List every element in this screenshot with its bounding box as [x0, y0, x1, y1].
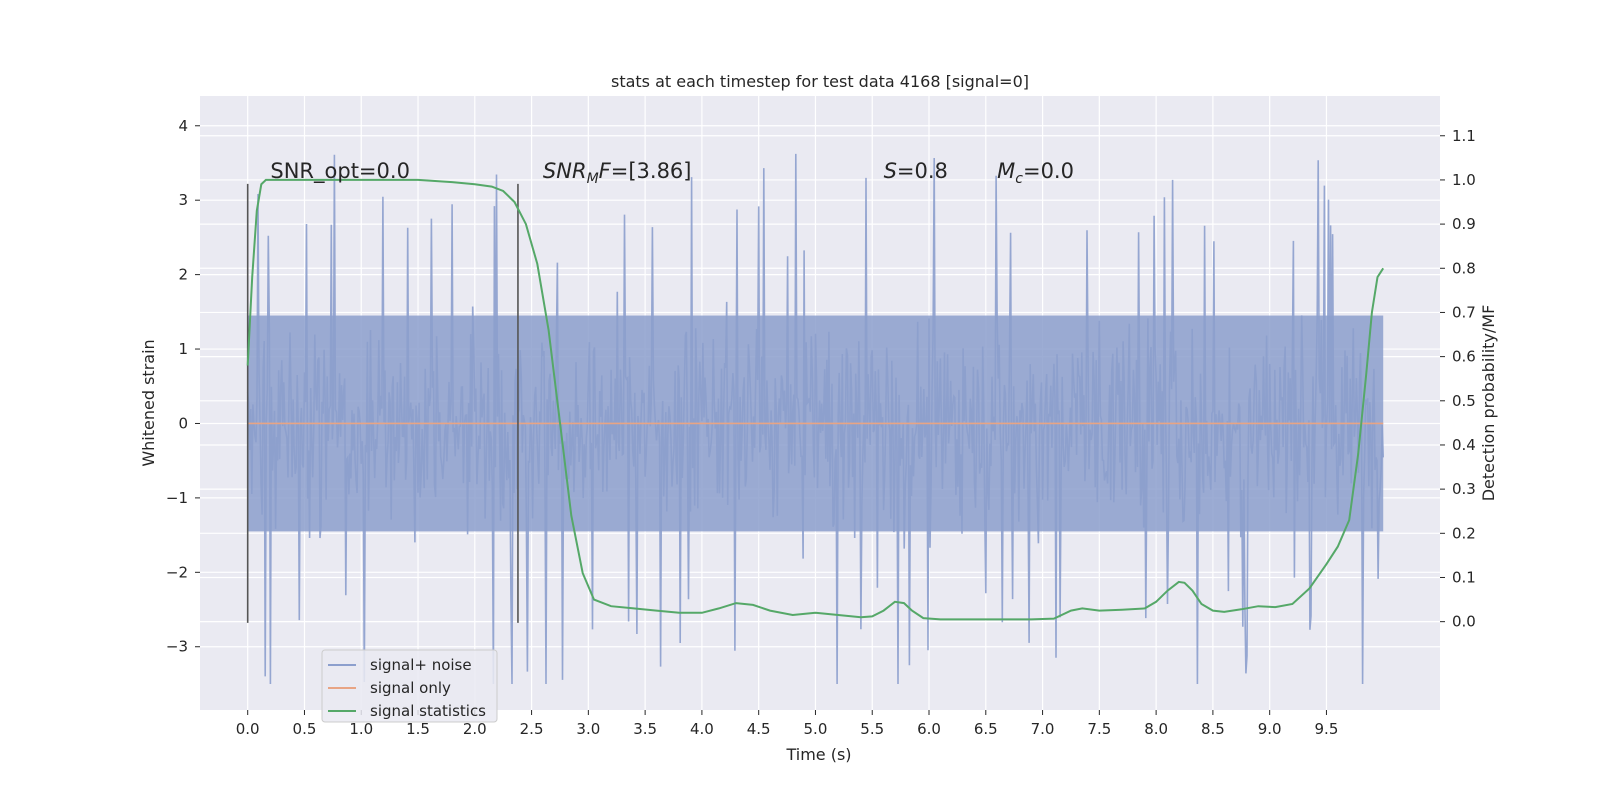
x-tick-label: 1.5: [406, 720, 430, 738]
y2-tick-label: 0.8: [1452, 259, 1476, 277]
y-tick-label: 3: [178, 191, 188, 209]
annotation-3: Mc=0.0: [997, 159, 1074, 187]
y-axis-label: Whitened strain: [139, 339, 158, 466]
x-tick-label: 6.0: [917, 720, 941, 738]
y2-tick-label: 0.6: [1452, 348, 1476, 366]
y2-tick-label: 0.2: [1452, 524, 1476, 542]
y-tick-label: 1: [178, 340, 188, 358]
x-tick-label: 3.0: [576, 720, 600, 738]
legend-label-0: signal+ noise: [370, 656, 472, 674]
signal-statistics-line: [246, 178, 1385, 621]
y2-tick-label: 0.1: [1452, 568, 1476, 586]
y-tick-label: 4: [178, 117, 188, 135]
x-tick-label: 9.0: [1258, 720, 1282, 738]
y2-tick-label: 0.5: [1452, 392, 1476, 410]
x-tick-label: 2.5: [520, 720, 544, 738]
annotation-1: SNRMF=[3.86]: [543, 159, 692, 187]
y-axis-ticks: 4 3 2 1 0 −1 −2 −3: [166, 117, 200, 656]
y2-tick-label: 0.3: [1452, 480, 1476, 498]
x-tick-label: 0.5: [293, 720, 317, 738]
legend-label-1: signal only: [370, 679, 451, 697]
x-tick-label: 8.0: [1144, 720, 1168, 738]
y2-axis-ticks: 1.1 1.0 0.9 0.8 0.7 0.6 0.5 0.4 0.3 0.2 0.1 0.0: [1440, 127, 1476, 631]
series-signal-statistics: [246, 178, 1385, 621]
x-tick-label: 9.5: [1315, 720, 1339, 738]
x-axis-label: Time (s): [785, 745, 851, 764]
annotation-0: SNR_opt=0.0: [270, 159, 410, 184]
x-tick-label: 7.0: [1031, 720, 1055, 738]
x-tick-label: 1.0: [349, 720, 373, 738]
y-tick-label: 0: [178, 414, 188, 432]
x-tick-label: 3.5: [633, 720, 657, 738]
x-tick-label: 6.5: [974, 720, 998, 738]
y-tick-label: 2: [178, 266, 188, 284]
y2-axis-label: Detection probability/MF: [1479, 305, 1498, 502]
x-tick-label: 4.0: [690, 720, 714, 738]
legend-label-2: signal statistics: [370, 702, 486, 720]
x-tick-label: 2.0: [463, 720, 487, 738]
y2-tick-label: 0.7: [1452, 303, 1476, 321]
y2-tick-label: 1.0: [1452, 171, 1476, 189]
y-tick-label: −3: [166, 638, 188, 656]
x-tick-label: 5.5: [860, 720, 884, 738]
annotations: SNR_opt=0.0 SNRMF=[3.86] S=0.8 Mc=0.0: [270, 159, 1074, 187]
x-tick-label: 7.5: [1087, 720, 1111, 738]
y-tick-label: −2: [166, 563, 188, 581]
vertical-markers: [246, 183, 519, 623]
x-tick-label: 4.5: [747, 720, 771, 738]
chart-title: stats at each timestep for test data 416…: [611, 72, 1029, 91]
y-tick-label: −1: [166, 489, 188, 507]
legend: signal+ noise signal only signal statistic…: [321, 649, 498, 723]
annotation-2: S=0.8: [884, 159, 948, 183]
x-tick-label: 0.0: [236, 720, 260, 738]
y2-tick-label: 0.9: [1452, 215, 1476, 233]
y2-tick-label: 1.1: [1452, 127, 1476, 145]
legend-box: [321, 649, 498, 723]
x-tick-label: 5.0: [804, 720, 828, 738]
y2-tick-label: 0.0: [1452, 613, 1476, 631]
x-axis-ticks: 0.0 0.5 1.0 1.5 2.0 2.5 3.0 3.5 4.0 4.5 5.0 5.5 6.0 6…: [236, 710, 1339, 738]
y2-tick-label: 0.4: [1452, 436, 1476, 454]
x-tick-label: 8.5: [1201, 720, 1225, 738]
